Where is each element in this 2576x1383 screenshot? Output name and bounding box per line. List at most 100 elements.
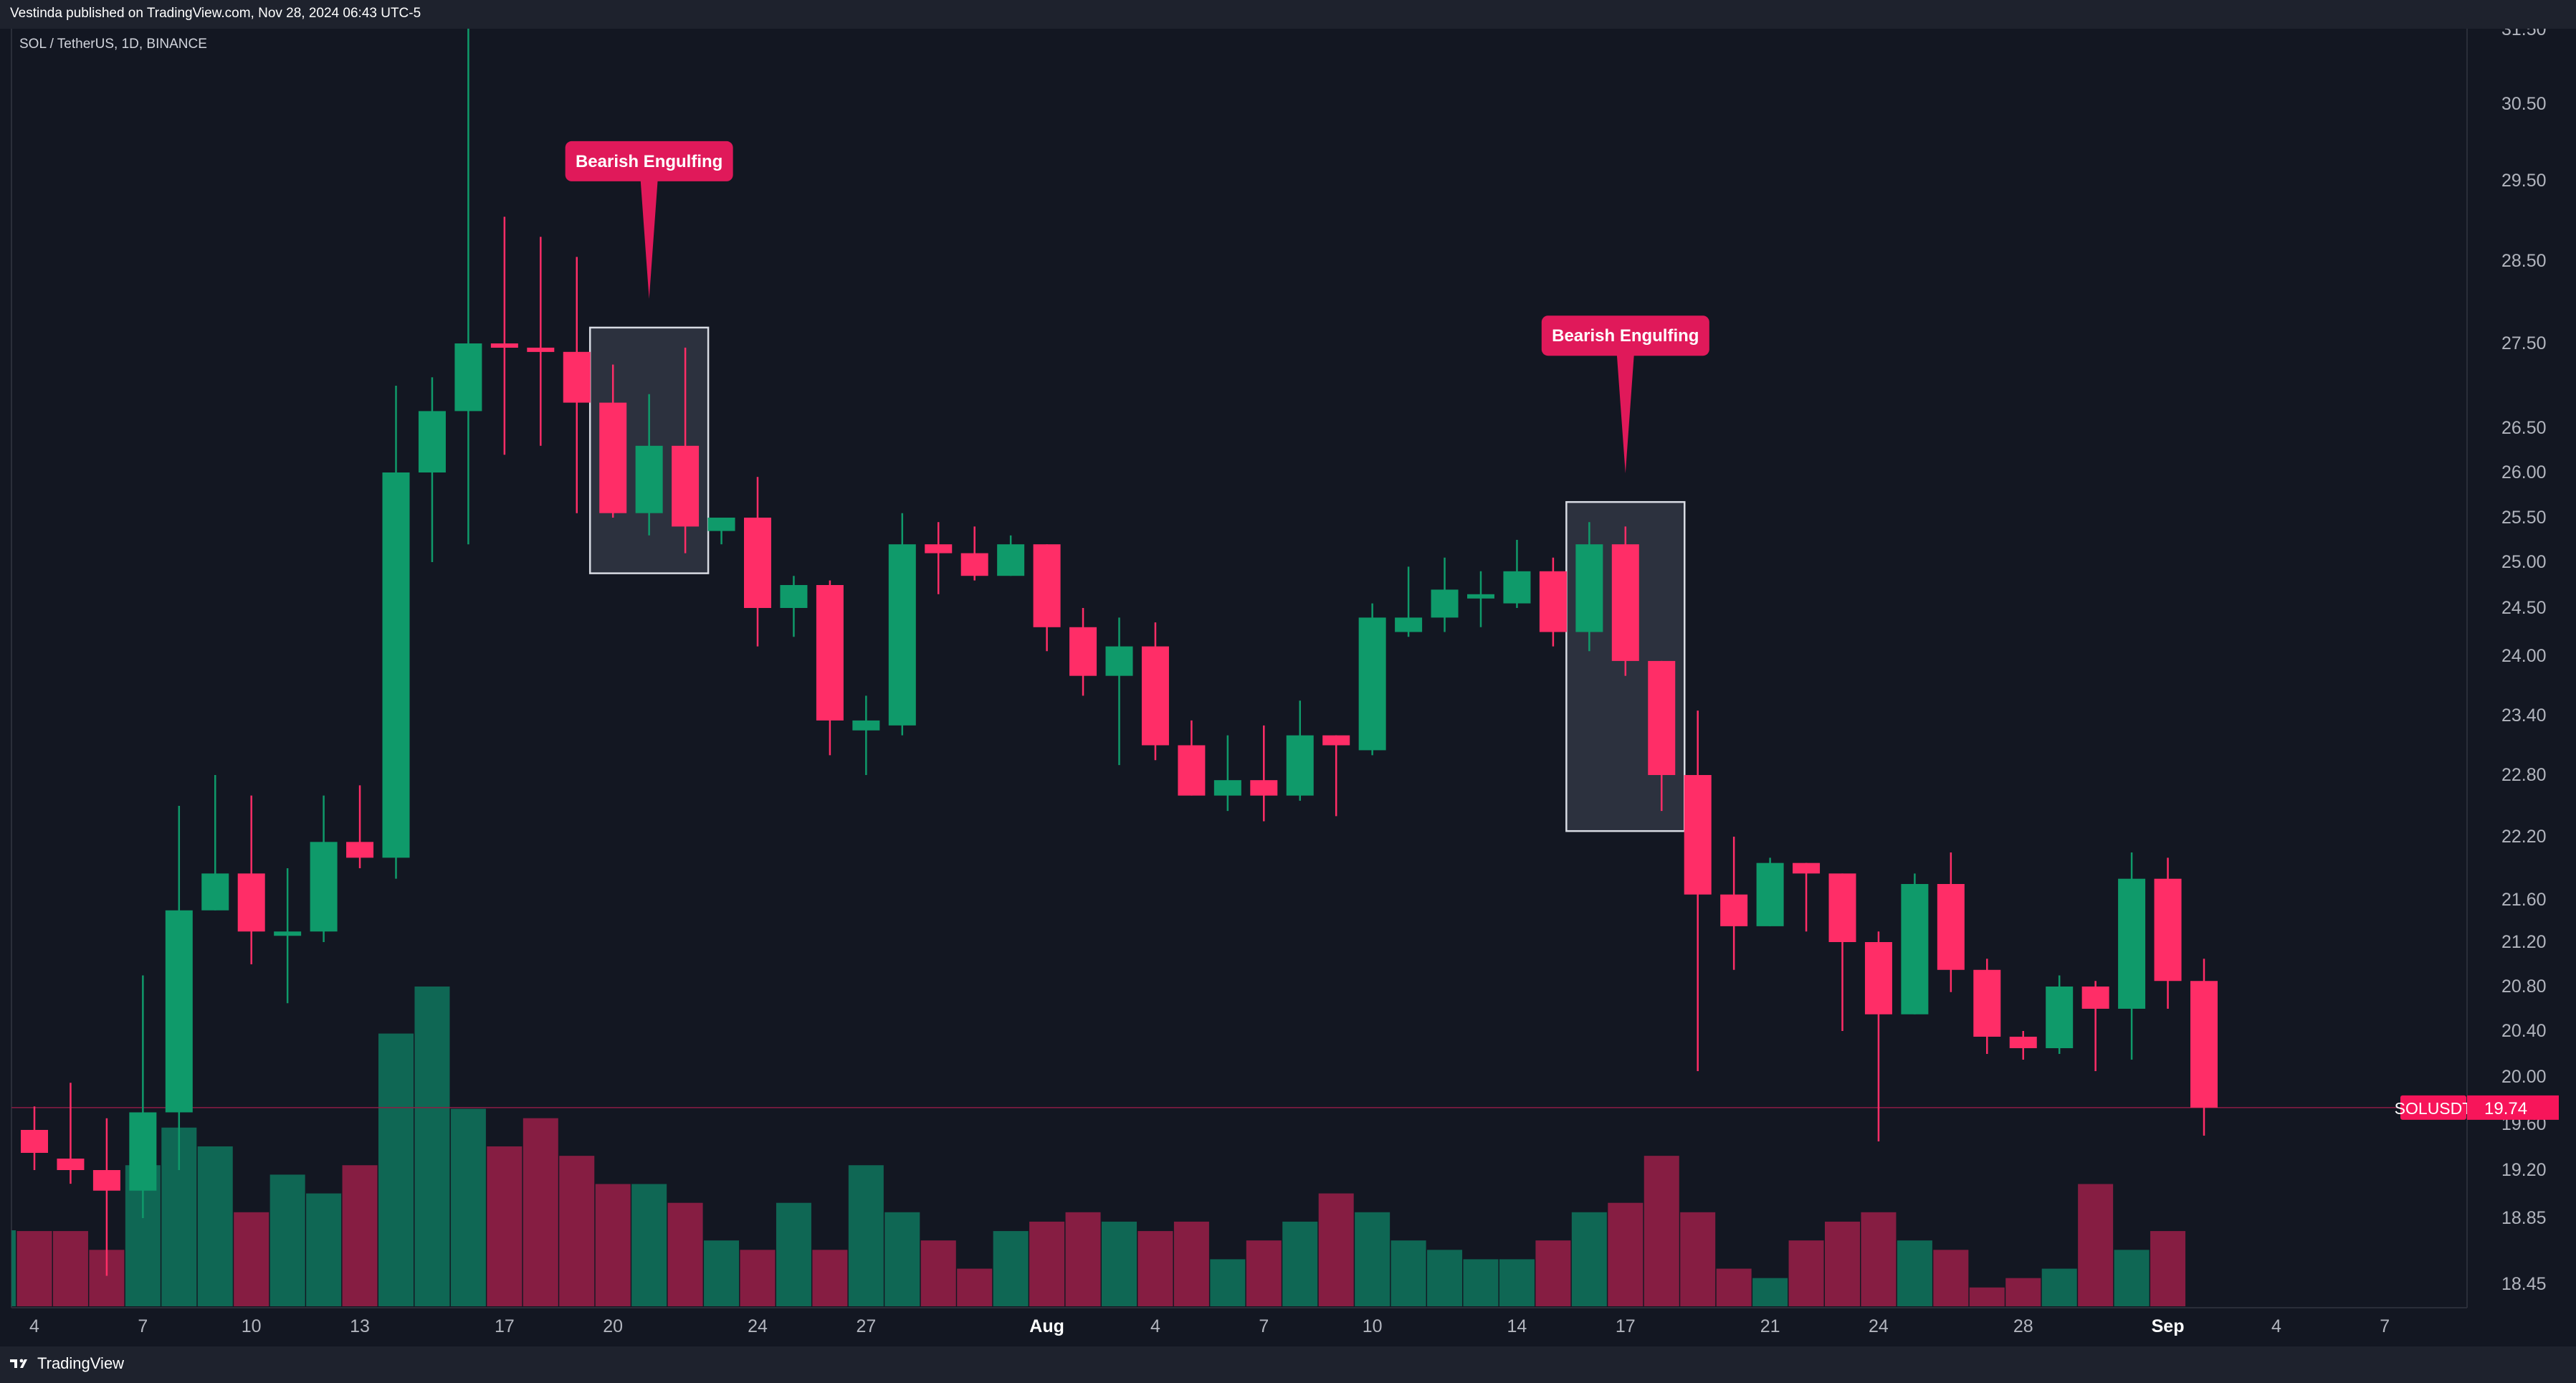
candle-body [454,343,482,412]
price-tick-label: 23.40 [2501,705,2547,726]
candle-body [1467,594,1494,599]
time-tick-label: 17 [1616,1316,1636,1336]
candle-body [852,720,880,731]
candle[interactable] [1937,852,1965,992]
candle[interactable] [563,257,591,513]
candle[interactable] [1141,622,1169,761]
candle[interactable] [165,806,193,1170]
candle[interactable] [1828,873,1856,1031]
candle[interactable] [1033,544,1061,652]
candle[interactable] [527,237,555,446]
candle[interactable] [310,795,338,942]
candle[interactable] [21,1106,48,1170]
candle-body [92,1170,120,1191]
candlestick-chart[interactable]: Bearish Engulfing Bearish Engulfing 18.45 1… [0,29,2576,1346]
candle[interactable] [274,868,302,1004]
candle[interactable] [780,576,808,637]
candle[interactable] [201,775,229,911]
time-tick-label: 7 [1259,1316,1269,1336]
price-tick-label: 22.80 [2501,765,2547,785]
bottom-bar [0,1346,2576,1383]
candle[interactable] [672,347,700,553]
candle[interactable] [454,29,482,545]
candle-body [21,1130,48,1153]
candle[interactable] [888,513,916,736]
volume-bar [2114,1250,2150,1306]
candle[interactable] [744,477,771,647]
candle[interactable] [1105,617,1133,766]
candle[interactable] [2154,857,2182,1009]
time-axis: 4 7 10 13 17 20 24 27 Aug 4 7 10 14 17 21 24 28 Sep 4 7 [29,1316,2390,1336]
candle[interactable] [2009,1031,2037,1060]
candle[interactable] [418,377,446,562]
candle[interactable] [1684,710,1712,1071]
candle-body [960,553,988,576]
candle-body [1286,735,1314,796]
candle[interactable] [707,518,735,545]
candle[interactable] [1467,571,1494,627]
candle-body [490,343,518,348]
tradingview-brand[interactable]: TradingView [10,1354,124,1373]
price-tick-label: 29.50 [2501,171,2547,191]
candle[interactable] [635,394,663,536]
candle[interactable] [1322,735,1350,817]
callout-pointer [640,179,658,299]
symbol-tag-text: SOLUSDT [2395,1099,2473,1118]
candle[interactable] [1213,735,1241,812]
candle-body [1720,894,1748,926]
candle[interactable] [852,695,880,775]
candle-body [925,544,953,553]
volume-bar [1210,1259,1246,1306]
callout-label: Bearish Engulfing [1552,326,1699,346]
bearish-engulfing-callout[interactable]: Bearish Engulfing [1541,315,1709,474]
candle[interactable] [925,522,953,594]
price-tick-label: 24.00 [2501,646,2547,666]
candle[interactable] [997,535,1025,576]
candle[interactable] [1793,862,1821,932]
candle[interactable] [1539,557,1567,647]
candle[interactable] [382,386,410,879]
candle[interactable] [1431,557,1459,632]
candle-body [1178,745,1206,796]
candle-body [1648,660,1676,775]
candle[interactable] [2118,852,2146,1060]
candle[interactable] [816,580,844,756]
price-tag-value: 19.74 [2484,1099,2527,1118]
volume-bar [1318,1193,1354,1306]
candle[interactable] [1648,660,1676,812]
candle[interactable] [1395,566,1423,637]
candle[interactable] [129,975,157,1219]
candle[interactable] [1358,603,1386,756]
candle[interactable] [1611,526,1639,676]
candle-body [1539,571,1567,632]
candle[interactable] [1286,700,1314,801]
candle[interactable] [237,795,265,964]
candle[interactable] [960,526,988,581]
candle[interactable] [2081,981,2109,1071]
symbol-legend: SOL / TetherUS, 1D, BINANCE [19,37,207,52]
candle[interactable] [490,217,518,455]
candle[interactable] [1503,540,1531,608]
price-tick-label: 26.00 [2501,462,2547,483]
candle[interactable] [1178,720,1206,796]
candle-body [237,873,265,932]
volume-bar [16,1231,52,1306]
candle[interactable] [1575,522,1603,652]
candle-body [707,518,735,531]
candle[interactable] [92,1118,120,1276]
bearish-engulfing-callout[interactable]: Bearish Engulfing [565,141,733,299]
candle[interactable] [599,364,627,518]
candle[interactable] [2046,975,2074,1055]
candle[interactable] [57,1083,85,1184]
candle[interactable] [1756,857,1784,926]
candle[interactable] [1250,725,1278,822]
candle[interactable] [1901,873,1929,1014]
candle[interactable] [1720,837,1748,970]
candle[interactable] [1864,931,1892,1141]
candle[interactable] [346,785,374,868]
candle[interactable] [1069,608,1097,696]
candle[interactable] [2190,959,2218,1136]
volume-bar [1282,1221,1318,1306]
candle[interactable] [1973,959,2001,1054]
candle-body [2190,981,2218,1108]
